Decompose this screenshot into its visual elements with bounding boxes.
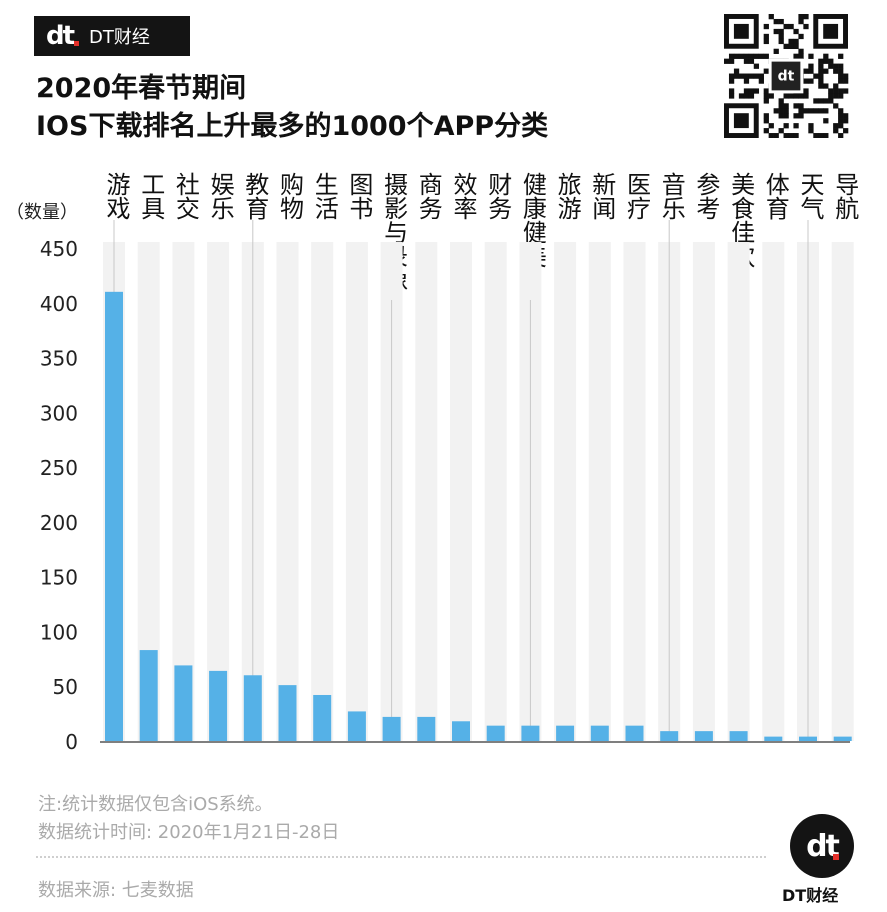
bar-新闻 [590, 725, 609, 741]
note-period: 数据统计时间: 2020年1月21日-28日 [38, 822, 340, 843]
category-guide-13 [554, 242, 577, 741]
category-guide-4 [241, 242, 264, 741]
category-guide-8 [380, 242, 403, 741]
category-guide-0 [103, 242, 125, 741]
category-guide-20 [797, 242, 819, 741]
bar-音乐 [660, 731, 679, 741]
category-guide-5 [276, 242, 299, 741]
category-label-12: 健康健美 [518, 172, 547, 268]
category-guide-6 [311, 242, 334, 741]
category-label-14: 新闻 [587, 172, 616, 220]
category-guide-17 [692, 242, 715, 741]
brand-logo-mark: dt [46, 21, 80, 51]
category-label-10: 效率 [449, 172, 477, 220]
bar-健康健美 [521, 725, 540, 741]
category-label-16: 音乐 [657, 172, 686, 220]
category-guide-7 [345, 242, 368, 741]
bar-摄影与录像 [382, 716, 401, 741]
category-label-8: 摄影与录像 [379, 172, 408, 292]
data-source: 数据来源: 七麦数据 [38, 880, 194, 901]
y-tick-label: 200 [40, 511, 78, 535]
category-label-17: 参考 [691, 172, 720, 220]
bar-美食佳饮 [729, 731, 748, 741]
footer-logo-icon: dt [790, 814, 854, 878]
qr-code-icon: dt [724, 14, 849, 138]
footer-divider [36, 856, 766, 858]
bar-财务 [486, 725, 505, 741]
bar-生活 [313, 694, 332, 741]
brand-name: DT财经 [89, 27, 150, 48]
category-guide-15 [623, 242, 646, 741]
qr-center-mark: dt [778, 68, 795, 84]
bar-游戏 [105, 291, 123, 741]
category-guide-2 [172, 242, 195, 741]
category-guide-19 [762, 242, 785, 741]
category-label-21: 导航 [830, 172, 859, 220]
category-label-18: 美食佳饮 [726, 172, 755, 268]
category-label-15: 医疗 [622, 172, 651, 220]
y-axis-unit-label: （数量） [6, 202, 78, 223]
category-guide-10 [450, 242, 472, 741]
bar-天气 [799, 736, 817, 741]
category-label-13: 旅游 [553, 172, 582, 220]
category-label-0: 游戏 [102, 172, 130, 220]
y-tick-label: 0 [65, 730, 78, 754]
bar-购物 [278, 685, 297, 741]
chart-title-line2: IOS下载排名上升最多的1000个APP分类 [36, 111, 549, 142]
chart-title-line1: 2020年春节期间 [36, 73, 247, 104]
y-tick-label: 150 [40, 566, 78, 590]
bar-体育 [764, 736, 783, 741]
bar-医疗 [625, 725, 644, 741]
category-guide-12 [519, 242, 542, 741]
category-guide-11 [484, 242, 507, 741]
bar-娱乐 [209, 670, 228, 741]
bar-参考 [694, 731, 713, 741]
category-label-19: 体育 [761, 172, 790, 220]
bar-社交 [174, 665, 193, 741]
bar-图书 [347, 711, 366, 741]
category-guide-18 [727, 242, 750, 741]
bar-效率 [452, 721, 470, 741]
category-label-5: 购物 [275, 172, 304, 220]
category-label-20: 天气 [796, 172, 824, 220]
category-label-3: 娱乐 [206, 172, 235, 220]
category-label-7: 图书 [344, 172, 373, 220]
category-guide-16 [658, 242, 681, 741]
footer-logo-name: DT财经 [782, 886, 839, 905]
category-label-9: 商务 [414, 172, 443, 220]
category-label-11: 财务 [483, 172, 512, 220]
category-guide-1 [137, 242, 160, 741]
category-guide-9 [415, 242, 438, 741]
brand-badge: dt DT财经 [34, 16, 190, 56]
y-tick-label: 100 [40, 620, 78, 644]
y-tick-label: 250 [40, 456, 78, 480]
bar-导航 [833, 736, 852, 741]
category-label-1: 工具 [136, 172, 165, 220]
y-tick-label: 300 [40, 401, 78, 425]
y-tick-label: 400 [40, 292, 78, 316]
y-tick-label: 50 [53, 675, 78, 699]
category-label-4: 教育 [240, 172, 269, 220]
bar-工具 [139, 650, 158, 741]
category-guide-14 [588, 242, 611, 741]
category-guide-21 [831, 242, 854, 741]
category-guide-3 [207, 242, 230, 741]
bar-教育 [243, 675, 262, 741]
bar-旅游 [556, 725, 575, 741]
note-scope: 注:统计数据仅包含iOS系统。 [38, 794, 273, 815]
category-label-2: 社交 [171, 172, 200, 220]
y-tick-label: 350 [40, 347, 78, 371]
bar-商务 [417, 716, 436, 741]
y-tick-label: 450 [40, 237, 78, 261]
category-label-6: 生活 [310, 172, 339, 220]
